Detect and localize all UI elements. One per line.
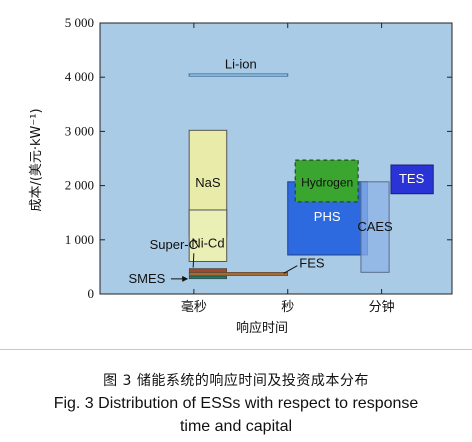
figure-caption-chinese: 图 3 储能系统的响应时间及投资成本分布 <box>103 373 369 389</box>
y-tick-label: 5 000 <box>65 15 94 30</box>
x-tick-label: 毫秒 <box>181 299 207 315</box>
bar-li-ion <box>188 73 289 77</box>
label-tes: TES <box>399 171 425 186</box>
y-tick-label: 0 <box>88 286 95 301</box>
plot-frame <box>99 22 453 295</box>
label-ni-cd: Ni-Cd <box>191 236 224 251</box>
label-nas: NaS <box>195 175 221 190</box>
y-tick-label: 4 000 <box>65 69 94 84</box>
figure-caption-english-line2: time and capital <box>179 418 293 435</box>
caption-divider <box>0 349 472 350</box>
bar-fes <box>188 272 288 276</box>
smes-arrow-head <box>182 275 189 282</box>
label-super-c: Super-C <box>150 237 198 252</box>
label-li-ion: Li-ion <box>225 57 257 72</box>
y-tick-label: 1 000 <box>65 232 94 247</box>
bar-smes <box>188 275 227 280</box>
label-caes: CAES <box>357 219 393 234</box>
bar-nas <box>188 129 228 211</box>
label-fes: FES <box>299 256 325 271</box>
y-tick-label: 2 000 <box>65 178 94 193</box>
bar-caes <box>360 181 390 273</box>
x-tick-label: 分钟 <box>369 299 395 315</box>
y-axis-label: 成本/(美元·kW⁻¹) <box>29 108 44 211</box>
y-tick-label: 3 000 <box>65 123 94 138</box>
bar-hydrogen <box>294 159 359 203</box>
bar-ni-cd <box>188 209 228 262</box>
chart: Li-ion NaS Ni-Cd PHS CAES Hydrogen TES Super-C F… <box>29 15 453 336</box>
label-phs: PHS <box>314 209 341 224</box>
x-axis-label: 响应时间 <box>236 320 288 336</box>
x-tick-label: 秒 <box>281 300 294 315</box>
super-c-arrow <box>192 253 195 268</box>
fes-arrow <box>283 265 298 274</box>
figure-caption-english-line1: Fig. 3 Distribution of ESSs with respect… <box>53 395 419 412</box>
plot-background <box>100 23 452 294</box>
label-hydrogen: Hydrogen <box>301 175 353 189</box>
label-smes: SMES <box>129 271 166 286</box>
bar-tes <box>390 164 434 195</box>
